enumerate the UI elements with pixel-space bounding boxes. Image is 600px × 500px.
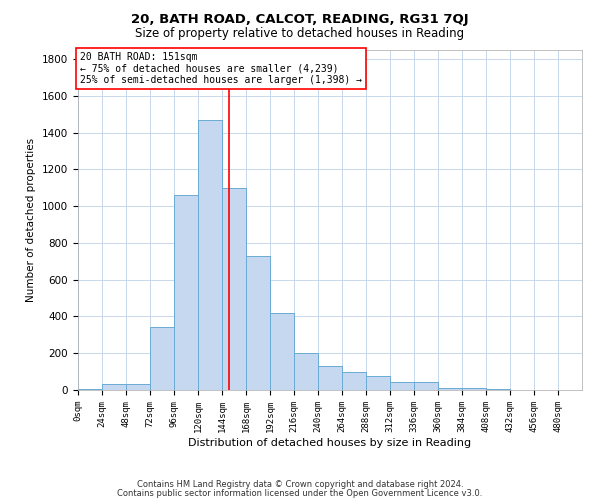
- Y-axis label: Number of detached properties: Number of detached properties: [26, 138, 37, 302]
- Bar: [366, 376, 390, 390]
- Bar: [390, 382, 414, 390]
- X-axis label: Distribution of detached houses by size in Reading: Distribution of detached houses by size …: [188, 438, 472, 448]
- Text: Size of property relative to detached houses in Reading: Size of property relative to detached ho…: [136, 28, 464, 40]
- Bar: [414, 382, 438, 390]
- Bar: [246, 256, 270, 390]
- Text: 20, BATH ROAD, CALCOT, READING, RG31 7QJ: 20, BATH ROAD, CALCOT, READING, RG31 7QJ: [131, 12, 469, 26]
- Bar: [270, 313, 294, 390]
- Bar: [150, 326, 174, 390]
- Bar: [318, 366, 342, 390]
- Bar: [78, 389, 102, 390]
- Bar: [102, 384, 126, 390]
- Text: 20 BATH ROAD: 151sqm
← 75% of detached houses are smaller (4,239)
25% of semi-de: 20 BATH ROAD: 151sqm ← 75% of detached h…: [80, 52, 362, 85]
- Text: Contains public sector information licensed under the Open Government Licence v3: Contains public sector information licen…: [118, 488, 482, 498]
- Bar: [342, 372, 366, 390]
- Bar: [126, 384, 150, 390]
- Text: Contains HM Land Registry data © Crown copyright and database right 2024.: Contains HM Land Registry data © Crown c…: [137, 480, 463, 489]
- Bar: [222, 188, 246, 390]
- Bar: [174, 195, 198, 390]
- Bar: [462, 388, 486, 390]
- Bar: [438, 388, 462, 390]
- Bar: [198, 120, 222, 390]
- Bar: [294, 353, 318, 390]
